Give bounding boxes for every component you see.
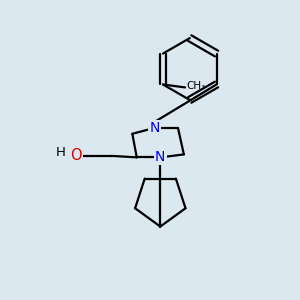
Text: N: N bbox=[155, 150, 166, 164]
Text: N: N bbox=[149, 121, 160, 135]
Text: CH₃: CH₃ bbox=[187, 81, 206, 91]
Text: H: H bbox=[55, 146, 65, 159]
Text: O: O bbox=[70, 148, 82, 164]
